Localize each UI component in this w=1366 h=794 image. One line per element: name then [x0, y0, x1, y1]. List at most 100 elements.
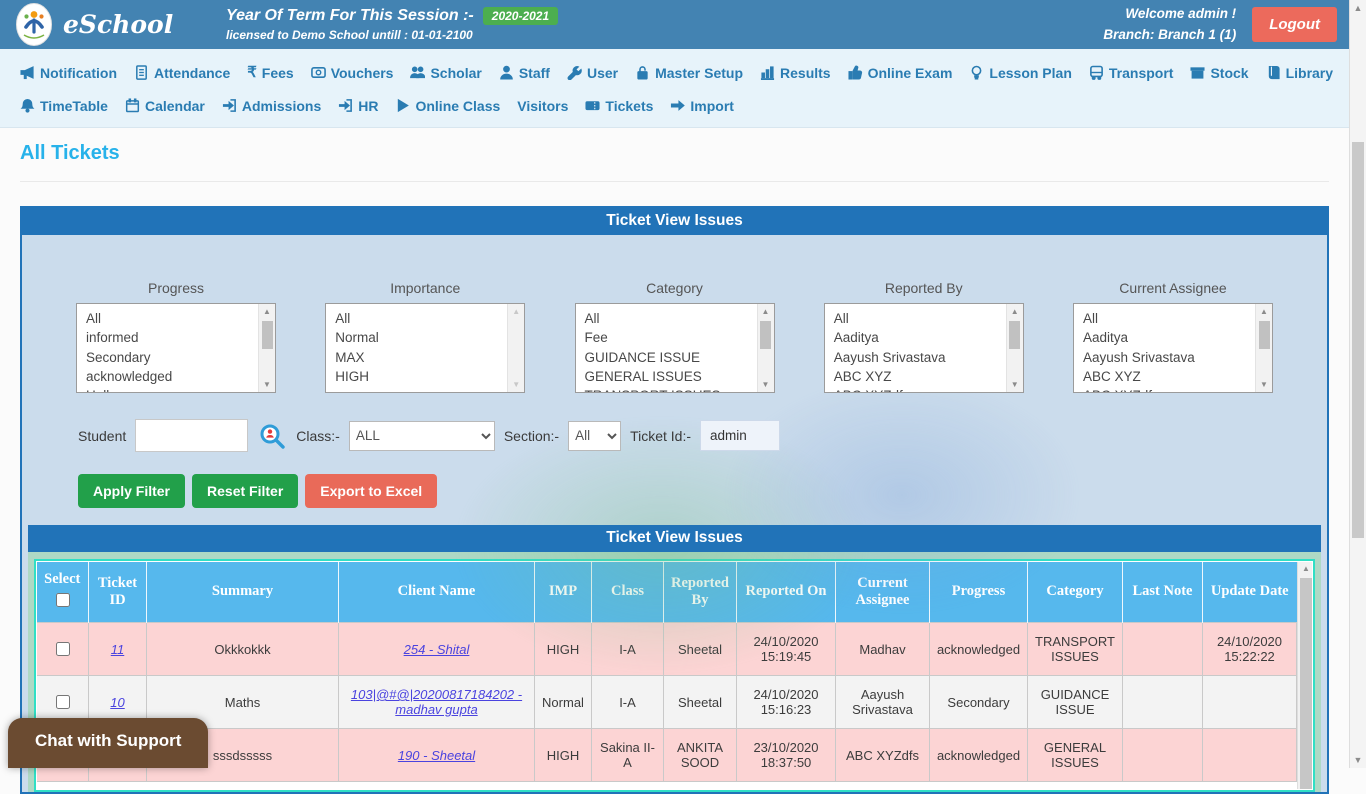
- filter-listbox[interactable]: AllAadityaAayush SrivastavaABC XYZABC XY…: [824, 303, 1024, 393]
- scroll-up-icon[interactable]: ▲: [263, 304, 271, 319]
- listbox-option[interactable]: Hello: [86, 386, 258, 392]
- table-scrollbar[interactable]: ▲: [1297, 561, 1314, 790]
- filter-listbox[interactable]: AllAadityaAayush SrivastavaABC XYZABC XY…: [1073, 303, 1273, 393]
- listbox-scrollbar-thumb[interactable]: [1259, 321, 1270, 349]
- listbox-scrollbar-thumb[interactable]: [262, 321, 273, 349]
- nav-item-vouchers[interactable]: Vouchers: [311, 65, 394, 81]
- class-select[interactable]: ALL: [349, 421, 495, 451]
- row-select-checkbox[interactable]: [56, 642, 70, 656]
- filter-listbox[interactable]: AllFeeGUIDANCE ISSUEGENERAL ISSUESTRANSP…: [575, 303, 775, 393]
- filter-label: Reported By: [824, 280, 1024, 296]
- nav-item-calendar[interactable]: Calendar: [125, 98, 205, 114]
- nav-item-online-exam[interactable]: Online Exam: [848, 65, 953, 81]
- listbox-scrollbar[interactable]: ▲▼: [507, 304, 524, 392]
- nav-item-transport[interactable]: Transport: [1089, 65, 1174, 81]
- ticket-id-link[interactable]: 11: [111, 642, 125, 657]
- nav-item-visitors[interactable]: Visitors: [517, 98, 568, 114]
- scroll-down-icon[interactable]: ▼: [1350, 755, 1366, 765]
- listbox-option[interactable]: All: [335, 309, 507, 328]
- nav-item-user[interactable]: User: [567, 65, 618, 81]
- client-name-link[interactable]: 103|@#@|20200817184202 - madhav gupta: [351, 687, 522, 717]
- nav-item-timetable[interactable]: TimeTable: [20, 98, 108, 114]
- scroll-up-icon[interactable]: ▲: [1350, 3, 1366, 13]
- listbox-option[interactable]: ABC XYZdfs: [834, 386, 1006, 392]
- listbox-option[interactable]: ABC XYZdfs: [1083, 386, 1255, 392]
- chat-with-support-button[interactable]: Chat with Support: [8, 718, 208, 768]
- cell-update-date: [1203, 729, 1297, 782]
- nav-item-notification[interactable]: Notification: [20, 65, 117, 81]
- nav-item-hr[interactable]: HR: [338, 98, 378, 114]
- filter-listbox[interactable]: AllNormalMAXHIGH▲▼: [325, 303, 525, 393]
- scroll-up-icon[interactable]: ▲: [1260, 304, 1268, 319]
- listbox-option[interactable]: HIGH: [335, 367, 507, 386]
- listbox-option[interactable]: MAX: [335, 348, 507, 367]
- select-all-checkbox[interactable]: [56, 593, 70, 607]
- scroll-up-icon[interactable]: ▲: [1011, 304, 1019, 319]
- scroll-down-icon[interactable]: ▼: [512, 377, 520, 392]
- listbox-option[interactable]: Secondary: [86, 348, 258, 367]
- listbox-option[interactable]: Aayush Srivastava: [1083, 348, 1255, 367]
- filter-listbox[interactable]: AllinformedSecondaryacknowledgedHello▲▼: [76, 303, 276, 393]
- listbox-scrollbar-thumb[interactable]: [1009, 321, 1020, 349]
- listbox-option[interactable]: All: [86, 309, 258, 328]
- scroll-down-icon[interactable]: ▼: [1011, 377, 1019, 392]
- main-content: All Tickets Ticket View Issues ProgressA…: [0, 128, 1349, 794]
- listbox-scrollbar[interactable]: ▲▼: [1255, 304, 1272, 392]
- scroll-up-icon[interactable]: ▲: [762, 304, 770, 319]
- student-search-icon[interactable]: [259, 423, 285, 449]
- scroll-down-icon[interactable]: ▼: [1260, 377, 1268, 392]
- nav-item-scholar[interactable]: Scholar: [410, 65, 481, 81]
- listbox-option[interactable]: GENERAL ISSUES: [585, 367, 757, 386]
- scroll-down-icon[interactable]: ▼: [263, 377, 271, 392]
- nav-item-stock[interactable]: Stock: [1190, 65, 1248, 81]
- listbox-scrollbar-thumb[interactable]: [760, 321, 771, 349]
- nav-item-lesson-plan[interactable]: Lesson Plan: [969, 65, 1071, 81]
- client-name-link[interactable]: 254 - Shital: [404, 642, 470, 657]
- nav-item-fees[interactable]: ₹Fees: [247, 65, 293, 81]
- nav-item-results[interactable]: Results: [760, 65, 831, 81]
- listbox-option[interactable]: Aaditya: [834, 328, 1006, 347]
- client-name-link[interactable]: 190 - Sheetal: [398, 748, 475, 763]
- listbox-option[interactable]: Normal: [335, 328, 507, 347]
- logout-button[interactable]: Logout: [1252, 7, 1337, 42]
- cell-client: 190 - Sheetal: [339, 729, 535, 782]
- nav-item-master-setup[interactable]: Master Setup: [635, 65, 743, 81]
- table-scrollbar-thumb[interactable]: [1300, 578, 1312, 790]
- scroll-up-icon[interactable]: ▲: [1302, 561, 1310, 576]
- listbox-option[interactable]: TRANSPORT ISSUES: [585, 386, 757, 392]
- ticket-id-input[interactable]: [700, 420, 780, 451]
- listbox-scrollbar[interactable]: ▲▼: [757, 304, 774, 392]
- listbox-option[interactable]: GUIDANCE ISSUE: [585, 348, 757, 367]
- row-select-checkbox[interactable]: [56, 695, 70, 709]
- nav-item-online-class[interactable]: Online Class: [395, 98, 500, 114]
- nav-item-import[interactable]: Import: [670, 98, 734, 114]
- listbox-option[interactable]: All: [834, 309, 1006, 328]
- listbox-option[interactable]: ABC XYZ: [834, 367, 1006, 386]
- listbox-option[interactable]: Aayush Srivastava: [834, 348, 1006, 367]
- page-scrollbar[interactable]: ▲ ▼: [1349, 0, 1366, 768]
- section-select[interactable]: All: [568, 421, 621, 451]
- listbox-option[interactable]: ABC XYZ: [1083, 367, 1255, 386]
- listbox-option[interactable]: All: [1083, 309, 1255, 328]
- page-title: All Tickets: [20, 142, 1329, 165]
- listbox-option[interactable]: All: [585, 309, 757, 328]
- ticket-id-link[interactable]: 10: [110, 695, 124, 710]
- listbox-option[interactable]: Fee: [585, 328, 757, 347]
- student-input[interactable]: [135, 419, 248, 452]
- listbox-option[interactable]: acknowledged: [86, 367, 258, 386]
- listbox-option[interactable]: informed: [86, 328, 258, 347]
- apply-filter-button[interactable]: Apply Filter: [78, 474, 185, 508]
- nav-item-library[interactable]: Library: [1266, 65, 1333, 81]
- listbox-scrollbar[interactable]: ▲▼: [1006, 304, 1023, 392]
- scroll-down-icon[interactable]: ▼: [762, 377, 770, 392]
- page-scrollbar-thumb[interactable]: [1352, 142, 1364, 538]
- scroll-up-icon[interactable]: ▲: [512, 304, 520, 319]
- reset-filter-button[interactable]: Reset Filter: [192, 474, 298, 508]
- listbox-scrollbar[interactable]: ▲▼: [258, 304, 275, 392]
- listbox-option[interactable]: Aaditya: [1083, 328, 1255, 347]
- nav-item-tickets[interactable]: Tickets: [585, 98, 653, 114]
- export-to-excel-button[interactable]: Export to Excel: [305, 474, 437, 508]
- nav-item-admissions[interactable]: Admissions: [222, 98, 321, 114]
- nav-item-attendance[interactable]: Attendance: [134, 65, 230, 81]
- nav-item-staff[interactable]: Staff: [499, 65, 550, 81]
